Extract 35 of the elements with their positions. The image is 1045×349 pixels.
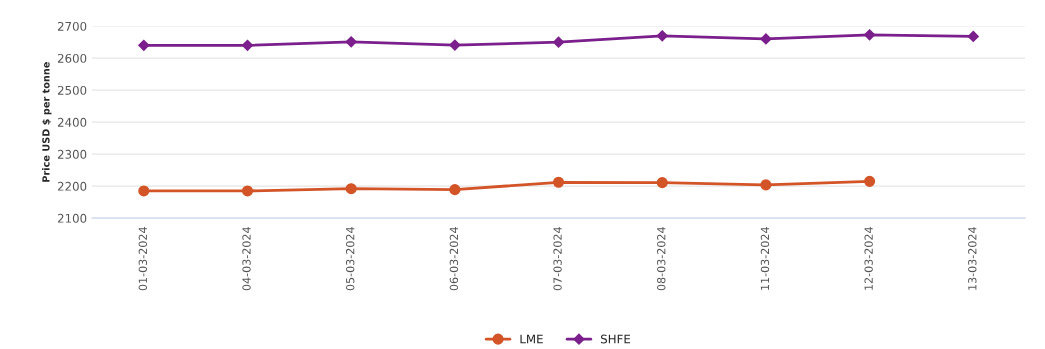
point (241, 185, 254, 197)
y-tick-label: 2700 (57, 21, 87, 31)
y-tick-label: 2400 (57, 117, 87, 127)
legend-label: SHFE (600, 334, 631, 344)
y-tick-label: 2600 (57, 53, 87, 63)
point (345, 183, 357, 195)
x-tick-label: 05-03-2024 (346, 227, 355, 291)
y-tick-label: 2300 (57, 149, 87, 159)
point (449, 39, 461, 51)
point (656, 30, 668, 42)
point (864, 29, 876, 41)
x-tick-label: 01-03-2024 (138, 227, 148, 291)
y-tick-label: 2500 (57, 85, 87, 95)
x-tick-label: 12-03-2024 (864, 227, 873, 290)
point (552, 36, 565, 48)
x-tick-label: 13-03-2024 (968, 227, 977, 290)
point (345, 36, 357, 48)
y-axis-title: Price USD $ per tonne (42, 62, 52, 182)
y-tick-label: 2200 (57, 181, 87, 191)
legend-label: LME (520, 334, 543, 344)
x-tick-label: 04-03-2024 (242, 227, 251, 291)
x-tick-label: 08-03-2024 (657, 227, 666, 291)
x-tick-label: 06-03-2024 (449, 227, 459, 291)
point (552, 176, 565, 188)
y-tick-label: 2100 (57, 213, 87, 223)
point (760, 179, 772, 191)
point (241, 39, 254, 51)
point (138, 185, 150, 197)
point (967, 30, 979, 43)
x-tick-label: 11-03-2024 (760, 227, 770, 290)
point (138, 39, 150, 51)
point (449, 184, 461, 196)
x-tick-label: 07-03-2024 (553, 227, 562, 291)
point (864, 175, 876, 187)
point (656, 177, 668, 189)
